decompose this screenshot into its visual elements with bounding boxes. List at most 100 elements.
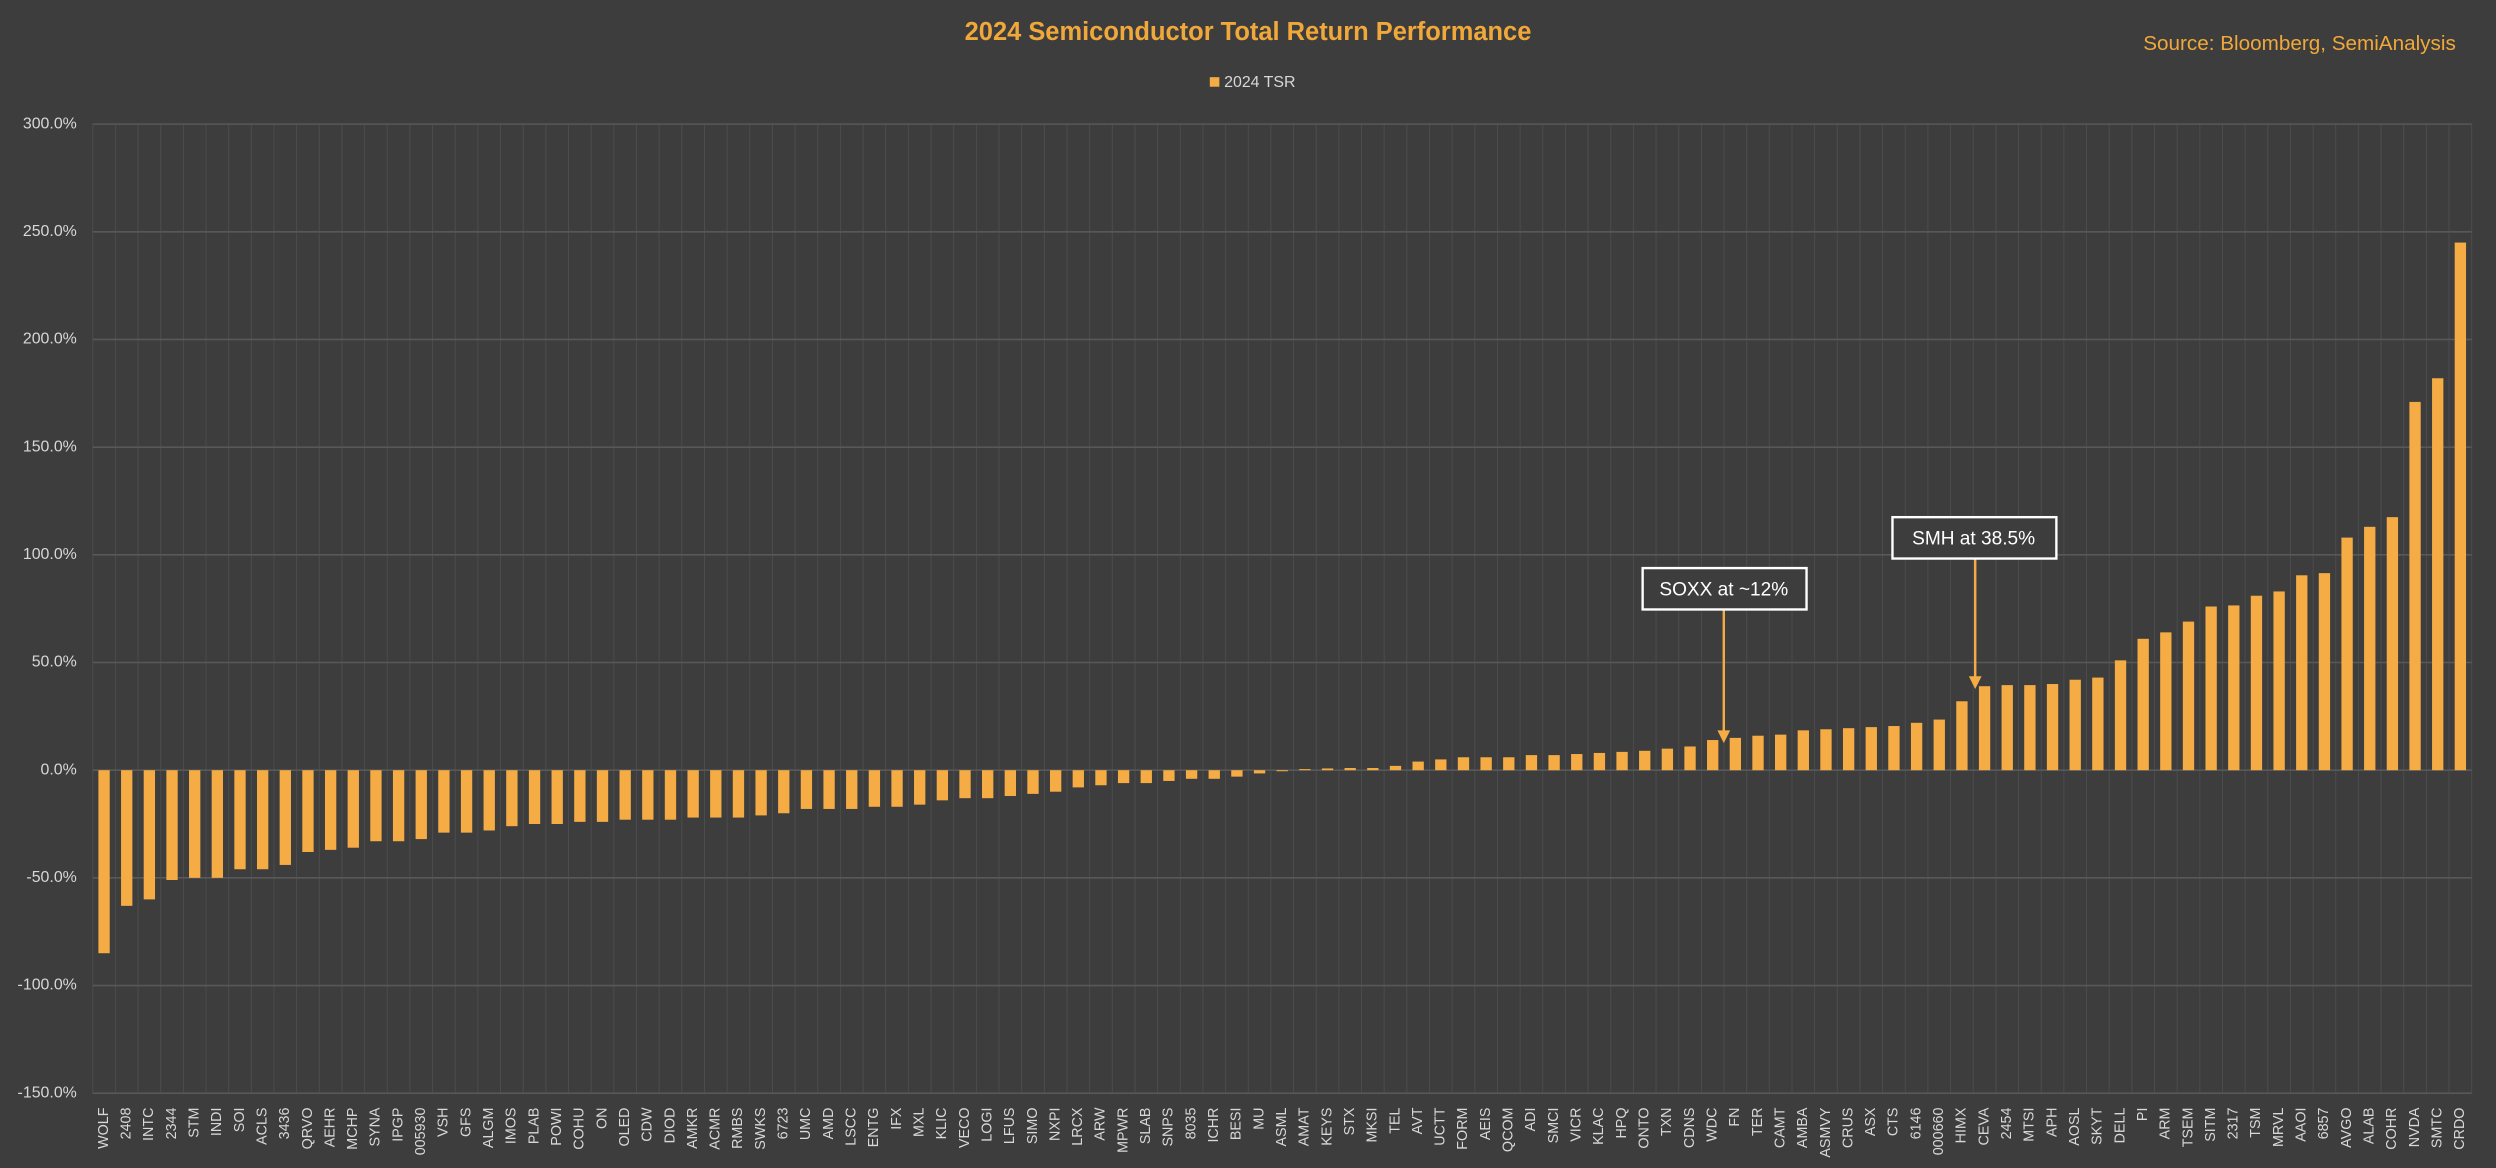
- x-tick-label: COHU: [572, 1108, 588, 1150]
- bar: [324, 770, 337, 850]
- bar: [143, 770, 156, 900]
- x-tick-label: WDC: [1704, 1108, 1720, 1142]
- x-tick-label: CRDO: [2452, 1108, 2468, 1150]
- bar: [1684, 746, 1696, 771]
- bar: [1299, 769, 1311, 771]
- bar: [2160, 632, 2172, 771]
- bar: [1503, 757, 1515, 771]
- bar: [732, 770, 745, 818]
- bar: [1865, 727, 1877, 771]
- annotation-text: SMH at 38.5%: [1912, 528, 2035, 549]
- x-tick-label: SKYT: [2090, 1107, 2106, 1145]
- x-tick-label: CDNS: [1682, 1108, 1698, 1149]
- x-tick-label: TSM: [2248, 1108, 2264, 1138]
- source: Source: Bloomberg, SemiAnalysis: [2143, 32, 2456, 55]
- x-tick-label: CRUS: [1840, 1108, 1856, 1149]
- x-tick-label: STX: [1342, 1107, 1358, 1135]
- x-tick-label: RMBS: [730, 1108, 746, 1149]
- x-tick-label: LOGI: [979, 1108, 995, 1142]
- bar: [1571, 754, 1583, 771]
- x-tick-label: PLAB: [526, 1108, 542, 1145]
- bar: [483, 770, 495, 831]
- bar: [460, 770, 473, 833]
- bar: [370, 770, 382, 842]
- bar: [778, 770, 790, 814]
- bar: [2046, 684, 2059, 771]
- bar: [2001, 685, 2013, 771]
- x-tick-label: 2454: [1999, 1107, 2015, 1139]
- x-tick-label: AEIS: [1478, 1108, 1494, 1141]
- legend-label: 2024 TSR: [1224, 74, 1295, 91]
- bar: [1548, 755, 1560, 771]
- x-tick-label: TER: [1750, 1108, 1766, 1137]
- x-tick-label: UMC: [798, 1108, 814, 1141]
- x-tick-label: ALAB: [2362, 1108, 2378, 1145]
- x-tick-label: ARW: [1093, 1107, 1109, 1141]
- bar: [1231, 770, 1243, 777]
- x-tick-label: SYNA: [368, 1107, 384, 1146]
- bar: [1842, 728, 1855, 771]
- bar: [2409, 401, 2421, 771]
- x-tick-label: INTC: [141, 1108, 157, 1141]
- bar: [1525, 755, 1538, 771]
- x-tick-label: AMD: [821, 1108, 837, 1140]
- x-tick-label: AVGO: [2339, 1108, 2355, 1148]
- bar: [1661, 748, 1674, 771]
- chart-title: 2024 Semiconductor Total Return Performa…: [965, 18, 1532, 46]
- bar: [823, 770, 835, 809]
- x-tick-label: CTS: [1886, 1108, 1902, 1137]
- bar: [1163, 770, 1175, 781]
- bar: [2341, 537, 2353, 771]
- x-tick-label: LRCX: [1070, 1107, 1086, 1146]
- x-tick-label: SOI: [232, 1108, 248, 1133]
- bar: [1117, 770, 1130, 784]
- x-tick-label: AMKR: [685, 1108, 701, 1149]
- x-tick-label: STM: [186, 1108, 202, 1138]
- x-tick-label: ASX: [1863, 1107, 1879, 1136]
- x-tick-label: ENTG: [866, 1108, 882, 1148]
- x-tick-label: AMBA: [1795, 1107, 1811, 1148]
- x-tick-label: ON: [594, 1108, 610, 1129]
- x-tick-label: TSEM: [2180, 1108, 2196, 1148]
- x-tick-label: CAMT: [1772, 1107, 1788, 1148]
- x-tick-label: 2317: [2226, 1107, 2242, 1139]
- x-tick-label: ONTO: [1637, 1108, 1653, 1149]
- bar: [1185, 770, 1198, 779]
- x-tick-label: ARM: [2158, 1108, 2174, 1140]
- x-tick-label: HPQ: [1614, 1108, 1630, 1139]
- x-tick-label: HIMX: [1954, 1107, 1970, 1143]
- x-tick-label: UCTT: [1433, 1107, 1449, 1145]
- x-tick-label: NVDA: [2407, 1107, 2423, 1147]
- bar: [438, 770, 450, 833]
- x-tick-label: MU: [1251, 1108, 1267, 1130]
- bar: [2432, 378, 2444, 771]
- y-tick-label: 0.0%: [41, 761, 77, 778]
- bar: [2454, 242, 2467, 771]
- y-tick-label: -150.0%: [18, 1084, 77, 1101]
- x-tick-label: BESI: [1229, 1108, 1245, 1141]
- bar: [1389, 765, 1402, 771]
- bar: [1616, 751, 1628, 771]
- bar: [1707, 740, 1719, 771]
- bar: [642, 770, 654, 820]
- bar: [1752, 735, 1764, 771]
- bar: [2386, 517, 2399, 771]
- x-tick-label: ADI: [1523, 1108, 1539, 1132]
- x-tick-label: LSCC: [844, 1108, 860, 1146]
- x-tick-label: 3436: [277, 1107, 293, 1139]
- x-tick-label: SIMO: [1025, 1108, 1041, 1145]
- annotation-box: [1891, 515, 2058, 560]
- x-tick-label: AEHR: [322, 1108, 338, 1148]
- bar: [1344, 768, 1356, 771]
- x-tick-label: WOLF: [96, 1107, 112, 1149]
- annotation-soxx: SOXX at ~12%: [1641, 566, 1808, 744]
- x-tick-label: VICR: [1569, 1108, 1585, 1142]
- bar: [2114, 660, 2127, 771]
- bar: [1072, 770, 1084, 788]
- bar: [1888, 726, 1900, 771]
- x-tick-label: MPWR: [1115, 1108, 1131, 1153]
- annotation-arrowhead: [1717, 730, 1731, 744]
- bar: [2318, 573, 2331, 771]
- bar: [2069, 679, 2081, 771]
